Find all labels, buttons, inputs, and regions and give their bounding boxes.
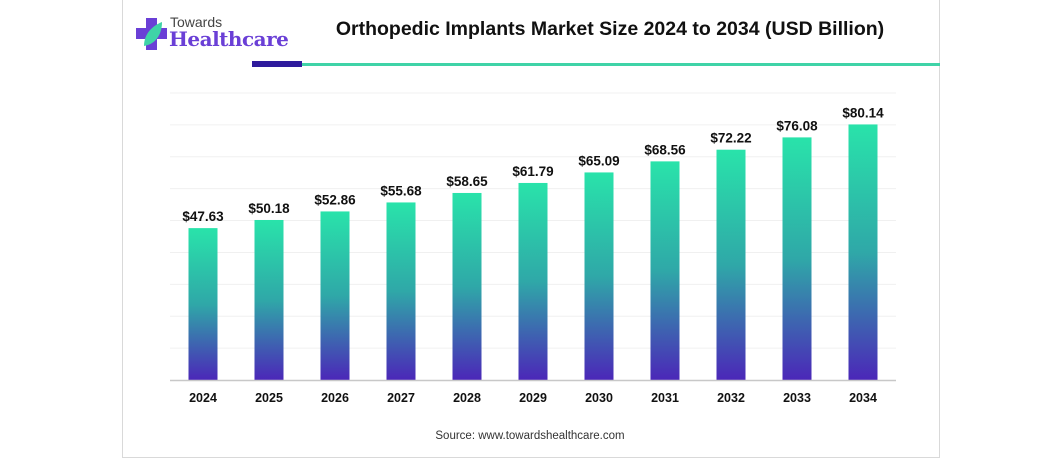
value-label-2031: $68.56: [644, 142, 686, 157]
source-note: Source: www.towardshealthcare.com: [435, 430, 625, 442]
x-tick-2029: 2029: [519, 391, 547, 405]
value-label-2030: $65.09: [578, 153, 619, 168]
value-label-2034: $80.14: [842, 105, 884, 120]
x-tick-2031: 2031: [651, 391, 679, 405]
bar-2029: [518, 182, 548, 380]
brand-logo: Towards Healthcare: [136, 14, 289, 54]
title-underline: [302, 63, 940, 66]
x-tick-2033: 2033: [783, 391, 811, 405]
brand-line1: Towards: [170, 14, 223, 30]
value-label-2029: $61.79: [512, 164, 553, 179]
bars: [188, 124, 878, 380]
bar-2031: [650, 161, 680, 380]
value-label-2033: $76.08: [776, 118, 818, 133]
value-label-2025: $50.18: [248, 201, 290, 216]
plus-leaf-logo-icon: [136, 18, 167, 50]
bar-2030: [584, 172, 614, 380]
x-tick-2032: 2032: [717, 391, 745, 405]
bar-2034: [848, 124, 878, 380]
value-label-2032: $72.22: [710, 131, 751, 146]
bar-2032: [716, 149, 746, 380]
value-label-2027: $55.68: [380, 183, 422, 198]
chart-title: Orthopedic Implants Market Size 2024 to …: [335, 18, 885, 40]
chart-frame: [122, 0, 940, 458]
x-tick-2034: 2034: [849, 391, 877, 405]
title-underline-accent: [252, 61, 302, 67]
bar-2025: [254, 219, 284, 380]
bar-2028: [452, 192, 482, 380]
bar-2024: [188, 228, 218, 380]
x-tick-labels: 2024 2025 2026 2027 2028 2029 2030 2031 2032 2033…: [189, 391, 877, 405]
value-label-2024: $47.63: [182, 209, 224, 224]
x-tick-2028: 2028: [453, 391, 481, 405]
x-tick-2026: 2026: [321, 391, 349, 405]
x-tick-2030: 2030: [585, 391, 613, 405]
x-tick-2027: 2027: [387, 391, 415, 405]
brand-line2: Healthcare: [169, 27, 289, 51]
bar-2027: [386, 202, 416, 380]
value-label-2026: $52.86: [314, 192, 356, 207]
x-tick-2025: 2025: [255, 391, 283, 405]
value-labels: $47.63 $50.18 $52.86 $55.68 $58.65 $61.79 $65.…: [182, 105, 884, 224]
bar-2026: [320, 211, 350, 380]
value-label-2028: $58.65: [446, 174, 488, 189]
bar-2033: [782, 137, 812, 380]
x-tick-2024: 2024: [189, 391, 217, 405]
